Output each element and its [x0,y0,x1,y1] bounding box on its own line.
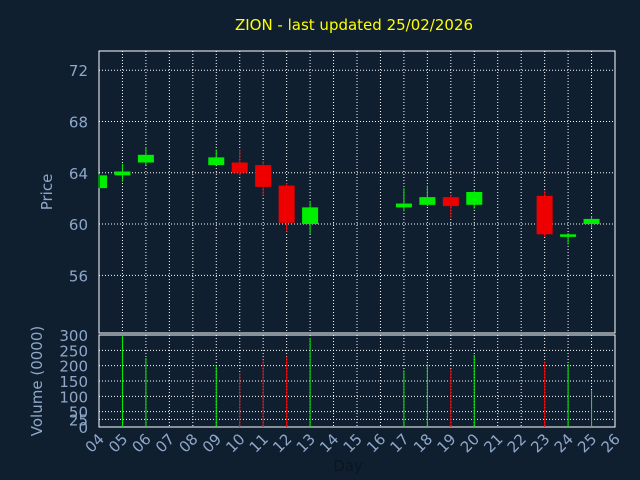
volume-grid [98,334,616,428]
candle-body [536,195,553,235]
x-tick-label: 20 [457,430,483,456]
candle-body [208,157,225,166]
x-tick-label: 17 [387,430,413,456]
volume-y-tick-label: 150 [59,373,88,391]
candles [98,147,600,245]
x-tick-label: 06 [129,430,155,456]
chart-title: ZION - last updated 25/02/2026 [235,16,473,34]
volume-axis-label: Volume (0000) [28,326,46,436]
volume-y-tick-label: 300 [59,327,88,345]
price-y-tick-label: 60 [69,216,88,234]
x-tick-label: 13 [293,430,319,456]
volume-y-tick-label: 0 [78,419,88,437]
price-y-tick-label: 72 [69,62,88,80]
volume-y-tick-label: 100 [59,388,88,406]
volume-y-tick-label: 200 [59,358,88,376]
x-tick-label: 15 [340,430,366,456]
candle-body [114,171,131,176]
price-y-tick-labels: 56 60 64 68 72 [69,62,88,285]
candle-body [231,162,248,173]
x-axis-label: Day [333,457,363,475]
price-grid [98,51,616,333]
price-y-tick-label: 68 [69,114,88,132]
x-tick-label: 24 [551,430,577,456]
candle-body [302,207,319,225]
candle-body [466,192,483,205]
volume-bars [121,335,593,427]
volume-y-tick-label: 25 [69,411,88,429]
x-tick-labels: 0405060708091011121314151617181920212223… [82,430,624,456]
candle-body [278,185,295,223]
x-tick-label: 18 [410,430,436,456]
x-tick-label: 11 [246,430,272,456]
x-tick-label: 12 [269,430,295,456]
x-tick-label: 14 [316,430,342,456]
x-tick-label: 25 [574,430,600,456]
volume-y-tick-label: 250 [59,342,88,360]
x-tick-label: 22 [504,430,530,456]
volume-y-tick-label: 50 [69,404,88,422]
x-tick-label: 16 [363,430,389,456]
x-tick-label: 08 [175,430,201,456]
x-tick-label: 21 [480,430,506,456]
x-tick-label: 26 [598,430,624,456]
candle-body [100,175,107,189]
candle-body [255,165,272,187]
x-tick-label: 09 [199,430,225,456]
candle-body [419,197,436,205]
x-tick-label: 19 [433,430,459,456]
candle-body [442,197,459,207]
price-y-tick-label: 56 [69,267,88,285]
candle-body [395,203,412,208]
x-tick-label: 23 [527,430,553,456]
price-axis-label: Price [38,174,56,211]
candle-body [560,234,577,237]
candle-body [583,218,600,225]
price-panel: 56 60 64 68 72 Price [38,50,616,334]
candle-body [137,154,154,163]
x-tick-label: 10 [222,430,248,456]
price-y-tick-label: 64 [69,165,88,183]
x-tick-label: 05 [105,430,131,456]
x-tick-label: 07 [152,430,178,456]
